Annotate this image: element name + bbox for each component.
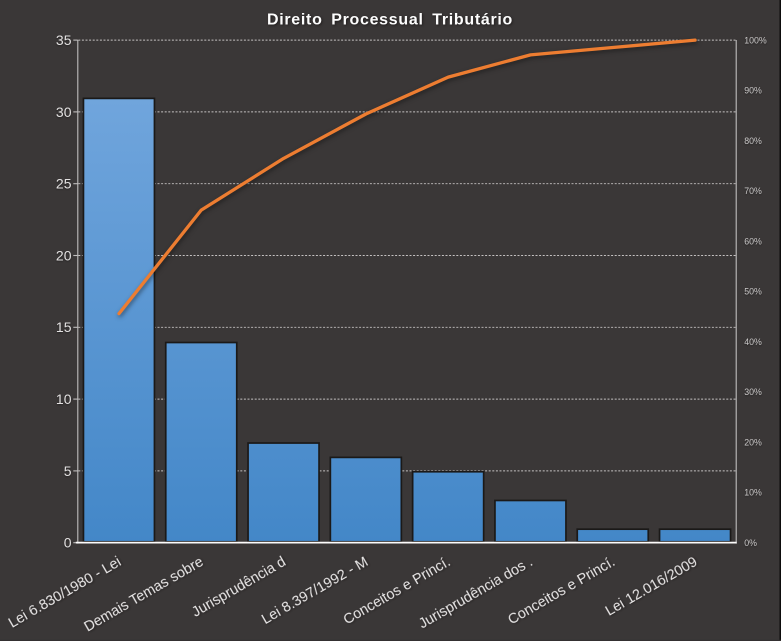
svg-text:Direito Processual Tributário: Direito Processual Tributário	[267, 11, 513, 28]
svg-text:0%: 0%	[744, 538, 757, 548]
svg-text:20%: 20%	[744, 437, 762, 447]
svg-text:100%: 100%	[744, 35, 767, 45]
svg-text:40%: 40%	[744, 337, 762, 347]
svg-text:60%: 60%	[744, 236, 762, 246]
svg-text:50%: 50%	[744, 287, 762, 297]
svg-text:35: 35	[56, 32, 72, 48]
svg-text:70%: 70%	[744, 186, 762, 196]
svg-text:30: 30	[56, 104, 72, 120]
svg-text:10: 10	[56, 391, 72, 407]
svg-text:25: 25	[56, 176, 72, 192]
svg-text:30%: 30%	[744, 387, 762, 397]
svg-text:90%: 90%	[744, 86, 762, 96]
svg-text:15: 15	[56, 319, 72, 335]
svg-text:5: 5	[64, 463, 72, 479]
svg-text:10%: 10%	[744, 488, 762, 498]
svg-text:80%: 80%	[744, 136, 762, 146]
svg-text:0: 0	[64, 535, 72, 551]
svg-text:20: 20	[56, 247, 72, 263]
